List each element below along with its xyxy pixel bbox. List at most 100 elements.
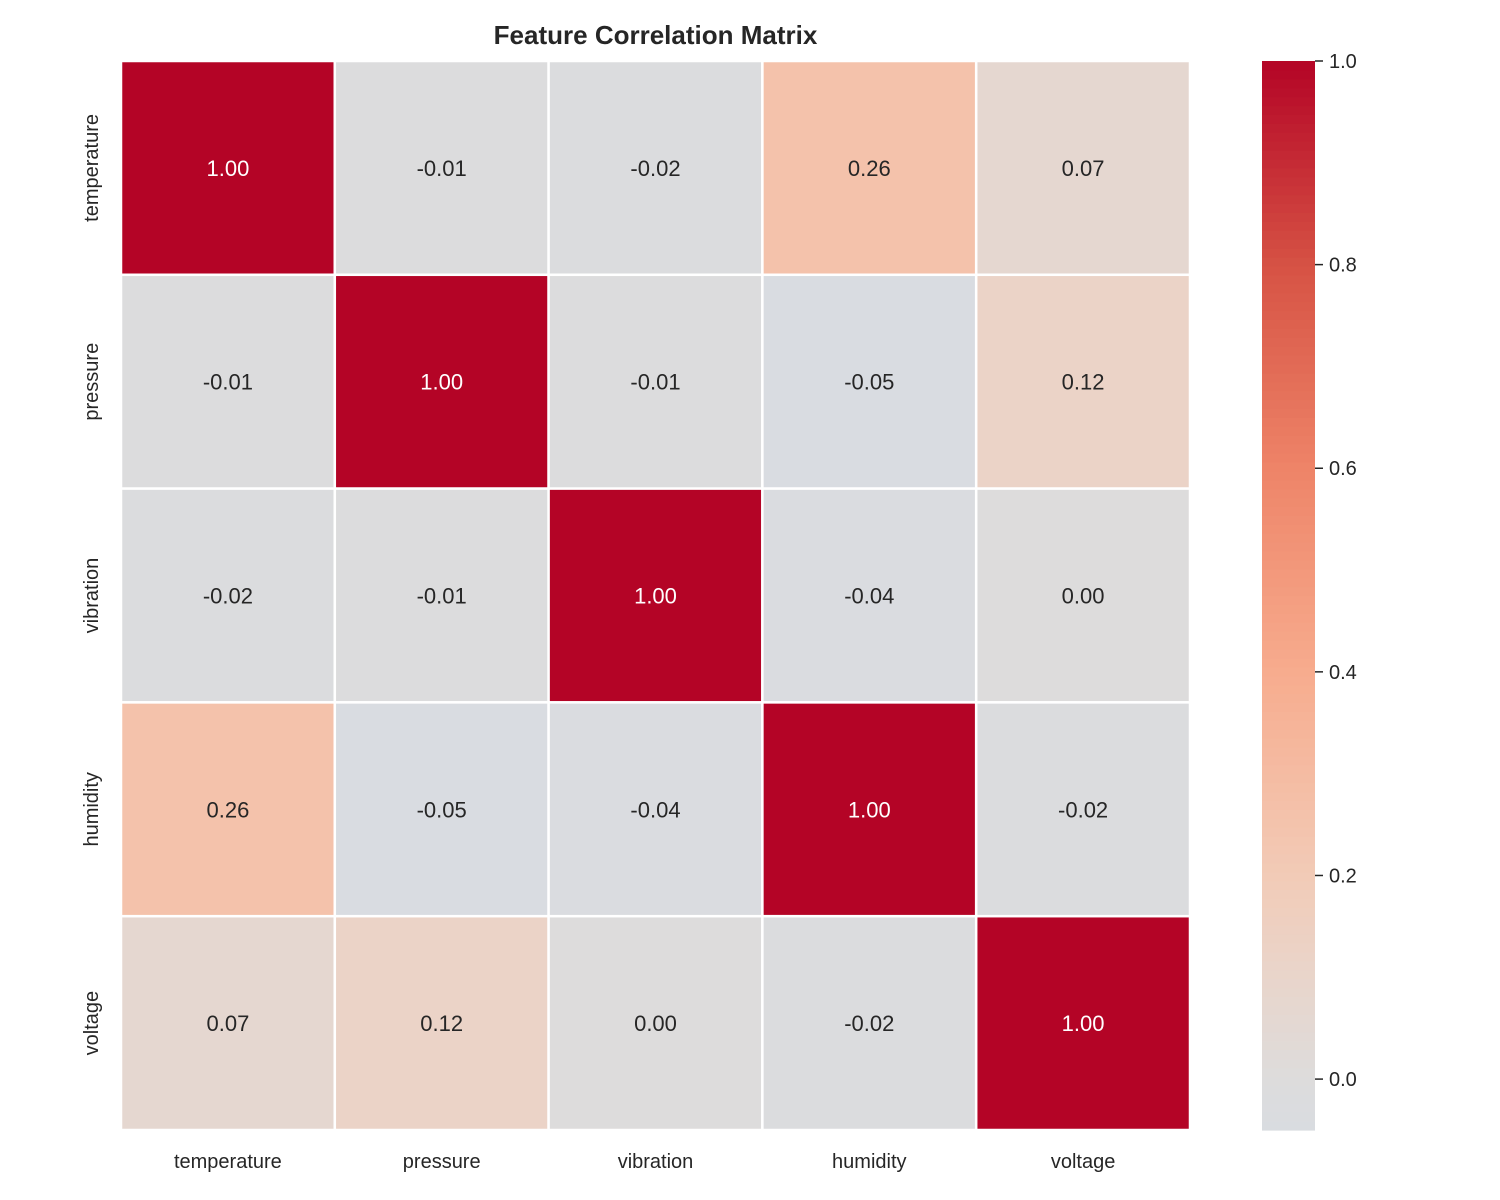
colorbar-segment	[1262, 862, 1315, 873]
heatmap-cell	[333, 701, 550, 918]
colorbar-segment	[1262, 114, 1315, 124]
colorbar-segment	[1262, 800, 1315, 810]
colorbar-segment	[1262, 506, 1315, 516]
colorbar-segment	[1262, 604, 1315, 614]
colorbar-segment	[1262, 720, 1315, 730]
cell-annotation: 0.00	[634, 1011, 677, 1036]
colorbar-segment	[1262, 595, 1315, 606]
colorbar-segment	[1262, 372, 1315, 383]
colorbar-segment	[1262, 141, 1315, 151]
colorbar-segment	[1262, 934, 1315, 944]
cell-annotation: 1.00	[634, 584, 677, 609]
colorbar-segment	[1262, 978, 1315, 989]
colorbar-segment	[1262, 631, 1315, 641]
colorbar-segment	[1262, 844, 1315, 855]
colorbar-segment	[1262, 426, 1315, 436]
colorbar-segment	[1262, 1076, 1315, 1087]
heatmap-cell	[547, 273, 764, 490]
heatmap-cell	[761, 487, 978, 704]
colorbar-segment	[1262, 524, 1315, 534]
colorbar-segment	[1262, 185, 1315, 196]
colorbar-segment	[1262, 96, 1315, 107]
colorbar-segment	[1262, 613, 1315, 623]
cell-annotation: 0.12	[1062, 370, 1105, 395]
colorbar-segment	[1262, 1032, 1315, 1042]
y-tick-label: temperature	[81, 114, 103, 222]
colorbar-segment	[1262, 684, 1315, 695]
cell-annotation: -0.05	[844, 370, 894, 395]
colorbar-tick-label: 0.2	[1329, 865, 1357, 887]
cell-annotation: 0.07	[206, 1011, 249, 1036]
colorbar-tick-label: 0.6	[1329, 458, 1357, 480]
cell-annotation: 0.26	[848, 156, 891, 181]
colorbar-segment	[1262, 310, 1315, 320]
colorbar-segment	[1262, 898, 1315, 908]
heatmap-cell	[333, 487, 550, 704]
heatmap-cell	[761, 914, 978, 1132]
colorbar-segment	[1262, 301, 1315, 312]
colorbar-segment	[1262, 1121, 1315, 1131]
colorbar-segment	[1262, 1067, 1315, 1078]
heatmap-cell	[333, 273, 550, 490]
colorbar-segment	[1262, 470, 1315, 481]
heatmap-cell	[547, 487, 764, 704]
colorbar-segment	[1262, 577, 1315, 588]
colorbar-segment	[1262, 1014, 1315, 1024]
colorbar-segment	[1262, 212, 1315, 222]
cell-annotation: -0.01	[203, 370, 253, 395]
cell-annotation: -0.02	[630, 156, 680, 181]
y-tick-label: vibration	[81, 558, 103, 634]
colorbar-segment	[1262, 969, 1315, 980]
colorbar-segment	[1262, 132, 1315, 142]
colorbar-segment	[1262, 274, 1315, 285]
colorbar-segment	[1262, 738, 1315, 748]
colorbar-segment	[1262, 283, 1315, 294]
colorbar-segment	[1262, 853, 1315, 864]
colorbar-segment	[1262, 951, 1315, 962]
colorbar-segment	[1262, 105, 1315, 116]
heatmap-cell	[974, 914, 1192, 1132]
colorbar-segment	[1262, 61, 1315, 71]
chart-title: Feature Correlation Matrix	[493, 20, 818, 50]
colorbar-segment	[1262, 1058, 1315, 1069]
cell-annotation: -0.01	[417, 156, 467, 181]
colorbar-segment	[1262, 746, 1315, 757]
colorbar-segment	[1262, 452, 1315, 463]
colorbar-segment	[1262, 158, 1315, 169]
heatmap-cell	[761, 701, 978, 918]
colorbar-segment	[1262, 167, 1315, 178]
colorbar-segment	[1262, 550, 1315, 561]
colorbar-segment	[1262, 363, 1315, 374]
colorbar-segment	[1262, 836, 1315, 846]
colorbar-segment	[1262, 1094, 1315, 1104]
colorbar-segment	[1262, 69, 1315, 80]
heatmap-cell	[333, 914, 550, 1132]
colorbar-segment	[1262, 942, 1315, 953]
colorbar-segment	[1262, 880, 1315, 891]
cell-annotation: 1.00	[420, 370, 463, 395]
heatmap-cell	[333, 59, 550, 277]
colorbar-segment	[1262, 150, 1315, 160]
colorbar-segment	[1262, 497, 1315, 508]
colorbar-segment	[1262, 782, 1315, 793]
colorbar-segment	[1262, 399, 1315, 410]
colorbar-segment	[1262, 87, 1315, 98]
colorbar-segment	[1262, 488, 1315, 499]
colorbar-segment	[1262, 1085, 1315, 1095]
colorbar-segment	[1262, 702, 1315, 712]
colorbar-segment	[1262, 390, 1315, 401]
colorbar-segment	[1262, 461, 1315, 472]
x-tick-label: pressure	[403, 1151, 481, 1173]
heatmap-cell	[119, 701, 337, 918]
colorbar-segment	[1262, 657, 1315, 668]
colorbar-segment	[1262, 711, 1315, 721]
cell-annotation: 0.26	[206, 797, 249, 822]
y-tick-label: voltage	[81, 991, 103, 1056]
colorbar-segment	[1262, 328, 1315, 338]
colorbar-segment	[1262, 381, 1315, 392]
heatmap-cell	[974, 701, 1192, 918]
cell-annotation: 1.00	[1062, 1011, 1105, 1036]
cell-annotation: 1.00	[848, 797, 891, 822]
colorbar-segment	[1262, 675, 1315, 686]
